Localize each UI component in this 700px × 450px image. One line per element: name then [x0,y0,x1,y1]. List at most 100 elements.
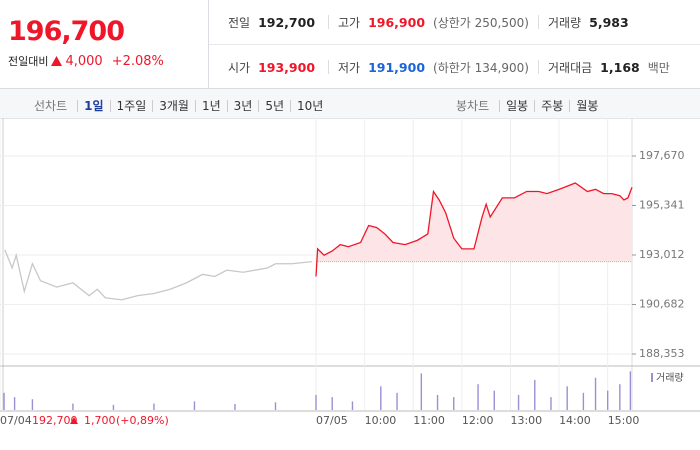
volume-bar [550,397,552,410]
stat-value: 196,900 [368,14,426,30]
volume-bar [517,394,520,410]
stat-label: 시가 [228,60,251,75]
stat-separator [538,15,539,29]
period-tab[interactable]: 1년 [194,99,227,112]
period-tab[interactable]: 3개월 [152,99,195,112]
stat-value: 192,700 [258,14,316,30]
change-amount: 4,000 [65,53,103,69]
volume-bar [453,397,455,410]
volume-bar [351,401,354,410]
prev-rate: (+0,89%) [116,414,169,427]
volume-bar [13,397,16,410]
row-divider [209,44,700,45]
volume-bar [396,392,398,410]
period-tab[interactable]: 3년 [226,99,259,112]
price-area [316,182,632,277]
stat-note: (하한가 134,900) [433,60,529,75]
volume-bar [606,390,609,410]
x-tick-label: 13:00 [510,414,542,427]
volume-bar [315,394,317,410]
candle-chart-label: 봉차트 [456,99,490,113]
stat-separator [538,60,539,74]
volume-bar [594,377,597,410]
price-line [315,182,633,277]
volume-bar [629,371,632,410]
up-arrow [70,417,78,424]
stat-note: (상한가 250,500) [433,15,529,30]
change-rate: +2.08% [111,53,164,69]
stat-value: 191,900 [368,59,426,75]
volume-bar [3,392,5,410]
price-chart: 197,670 195,341 193,012 190,682 188,353 07/04… [0,118,700,427]
y-tick-label: 188,353 [639,347,685,360]
volume-bar [534,379,536,410]
line-chart-label: 선차트 [34,99,68,113]
stat-value: 1,168 [600,59,640,75]
stat-value: 193,900 [258,59,316,75]
volume-bar [274,402,277,410]
stat-label: 거래량 [548,15,582,30]
stat-label: 전일 [228,15,251,30]
stat-value: 5,983 [589,14,629,30]
stat-separator [328,60,329,74]
stat: 고가 196,900 (상한가 250,500) [338,12,529,32]
y-tick-label: 190,682 [639,297,685,310]
change-line: 전일대비 4,000 +2.08% [8,53,164,69]
period-tab[interactable]: 5년 [258,99,290,112]
volume-legend-swatch [651,373,653,382]
volume-bar [436,394,439,410]
x-tick-label: 11:00 [413,414,445,427]
volume-bar [477,384,479,410]
stat-note: 백만 [647,60,670,75]
stat-label: 고가 [338,15,361,30]
volume-bar [234,403,236,410]
volume-bar [31,399,34,410]
volume-bar [566,386,568,410]
volume-bar [331,397,333,410]
stat: 거래량 5,983 [548,12,629,32]
x-tick-label: 10:00 [365,414,397,427]
quote-header: 196,700 전일대비 4,000 +2.08% 전일 192,700 고가 196… [0,0,700,89]
stat: 시가 193,900 [228,57,315,77]
x-tick-label: 12:00 [462,414,494,427]
period-tab[interactable]: 1주일 [109,99,153,112]
stat: 거래대금 1,168 백만 [548,57,670,77]
current-price: 196,700 [8,16,125,47]
stat: 전일 192,700 [228,12,315,32]
line-chart-tabs: 선차트 1일 1주일 3개월 1년 3년 5년 10년 [34,97,329,114]
volume-bar [420,373,423,410]
stat: 저가 191,900 (하한가 134,900) [338,57,529,77]
y-tick-label: 193,012 [639,248,685,261]
change-label: 전일대비 [8,55,49,68]
x-tick-label: 07/04 [0,414,32,427]
candle-tab[interactable]: 일봉 [499,99,534,112]
toolbar: 선차트 1일 1주일 3개월 1년 3년 5년 10년 봉차트 일봉 주봉 월봉 [0,89,700,119]
price-line [4,249,313,301]
prev-change: 1,700 [84,414,116,427]
volume-bar [619,384,621,410]
period-tab[interactable]: 10년 [290,99,329,112]
x-tick-label: 14:00 [559,414,591,427]
x-tick-label: 07/05 [316,414,348,427]
volume-bar [153,403,155,410]
prev-close: 192,700 [32,414,78,427]
y-tick-label: 195,341 [639,198,685,211]
stat-separator [328,15,329,29]
volume-bar [493,390,495,410]
volume-bar [112,404,115,410]
candle-chart-tabs: 봉차트 일봉 주봉 월봉 [456,97,604,114]
volume-legend: 거래량 [656,372,684,384]
stat-label: 거래대금 [548,60,593,75]
up-arrow [51,56,63,66]
x-tick-label: 15:00 [608,414,640,427]
period-tab[interactable]: 1일 [77,99,109,112]
volume-bar [380,386,382,410]
candle-tab[interactable]: 주봉 [534,99,569,112]
volume-bar [193,401,196,410]
y-tick-label: 197,670 [639,149,685,162]
volume-bar [72,403,74,410]
candle-tab[interactable]: 월봉 [569,99,604,112]
volume-bar [582,392,585,410]
divider [208,0,209,88]
